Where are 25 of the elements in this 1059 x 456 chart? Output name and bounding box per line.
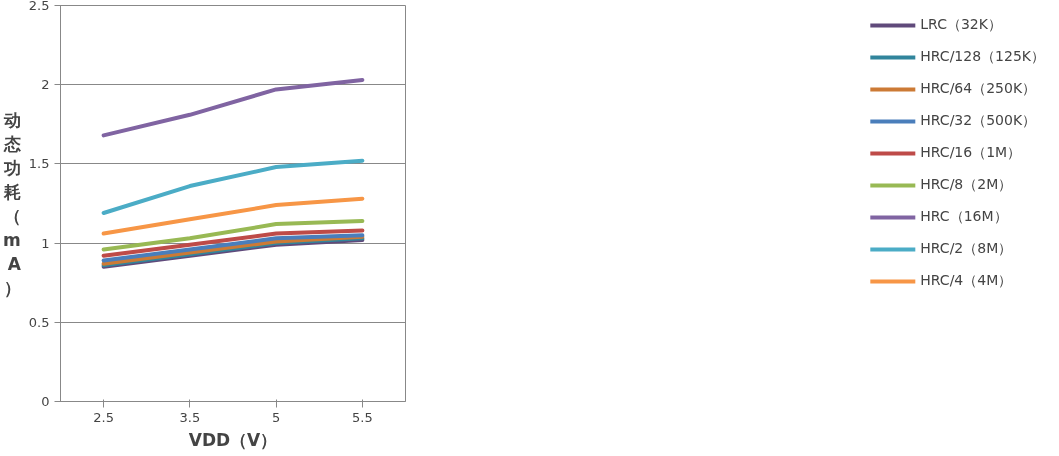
legend-label: HRC/8（2M） xyxy=(920,176,1013,194)
legend-label: HRC/32（500K） xyxy=(920,112,1037,130)
line-series xyxy=(101,158,365,215)
legend-label: HRC（16M） xyxy=(920,208,1008,226)
line-series xyxy=(101,196,365,236)
y-tick-label: 2 xyxy=(41,77,50,93)
legend-label: HRC/128（125K） xyxy=(920,48,1045,66)
y-tick-label: 0 xyxy=(41,394,50,409)
legend-label: HRC/64（250K） xyxy=(920,80,1037,98)
x-tick-label: 5.5 xyxy=(352,409,373,425)
y-tick-label: 1.5 xyxy=(28,156,50,172)
y-tick-label: 2.5 xyxy=(28,0,50,13)
x-tick-label: 2.5 xyxy=(93,409,114,425)
y-axis-title: 动态功耗（mA） xyxy=(2,109,22,298)
line-series xyxy=(101,77,365,138)
y-tick-label: 1 xyxy=(41,235,50,251)
y-tick-label: 0.5 xyxy=(28,314,50,330)
legend-label: HRC/4（4M） xyxy=(920,272,1013,290)
legend-label: HRC/16（1M） xyxy=(920,144,1022,162)
x-tick-label: 5 xyxy=(271,409,281,425)
x-axis-title: VDD（V） xyxy=(188,429,278,450)
x-tick-label: 3.5 xyxy=(179,409,201,425)
line-series xyxy=(101,218,365,252)
legend-label: LRC（32K） xyxy=(920,16,1002,34)
legend-label: HRC/2（8M） xyxy=(920,240,1013,258)
